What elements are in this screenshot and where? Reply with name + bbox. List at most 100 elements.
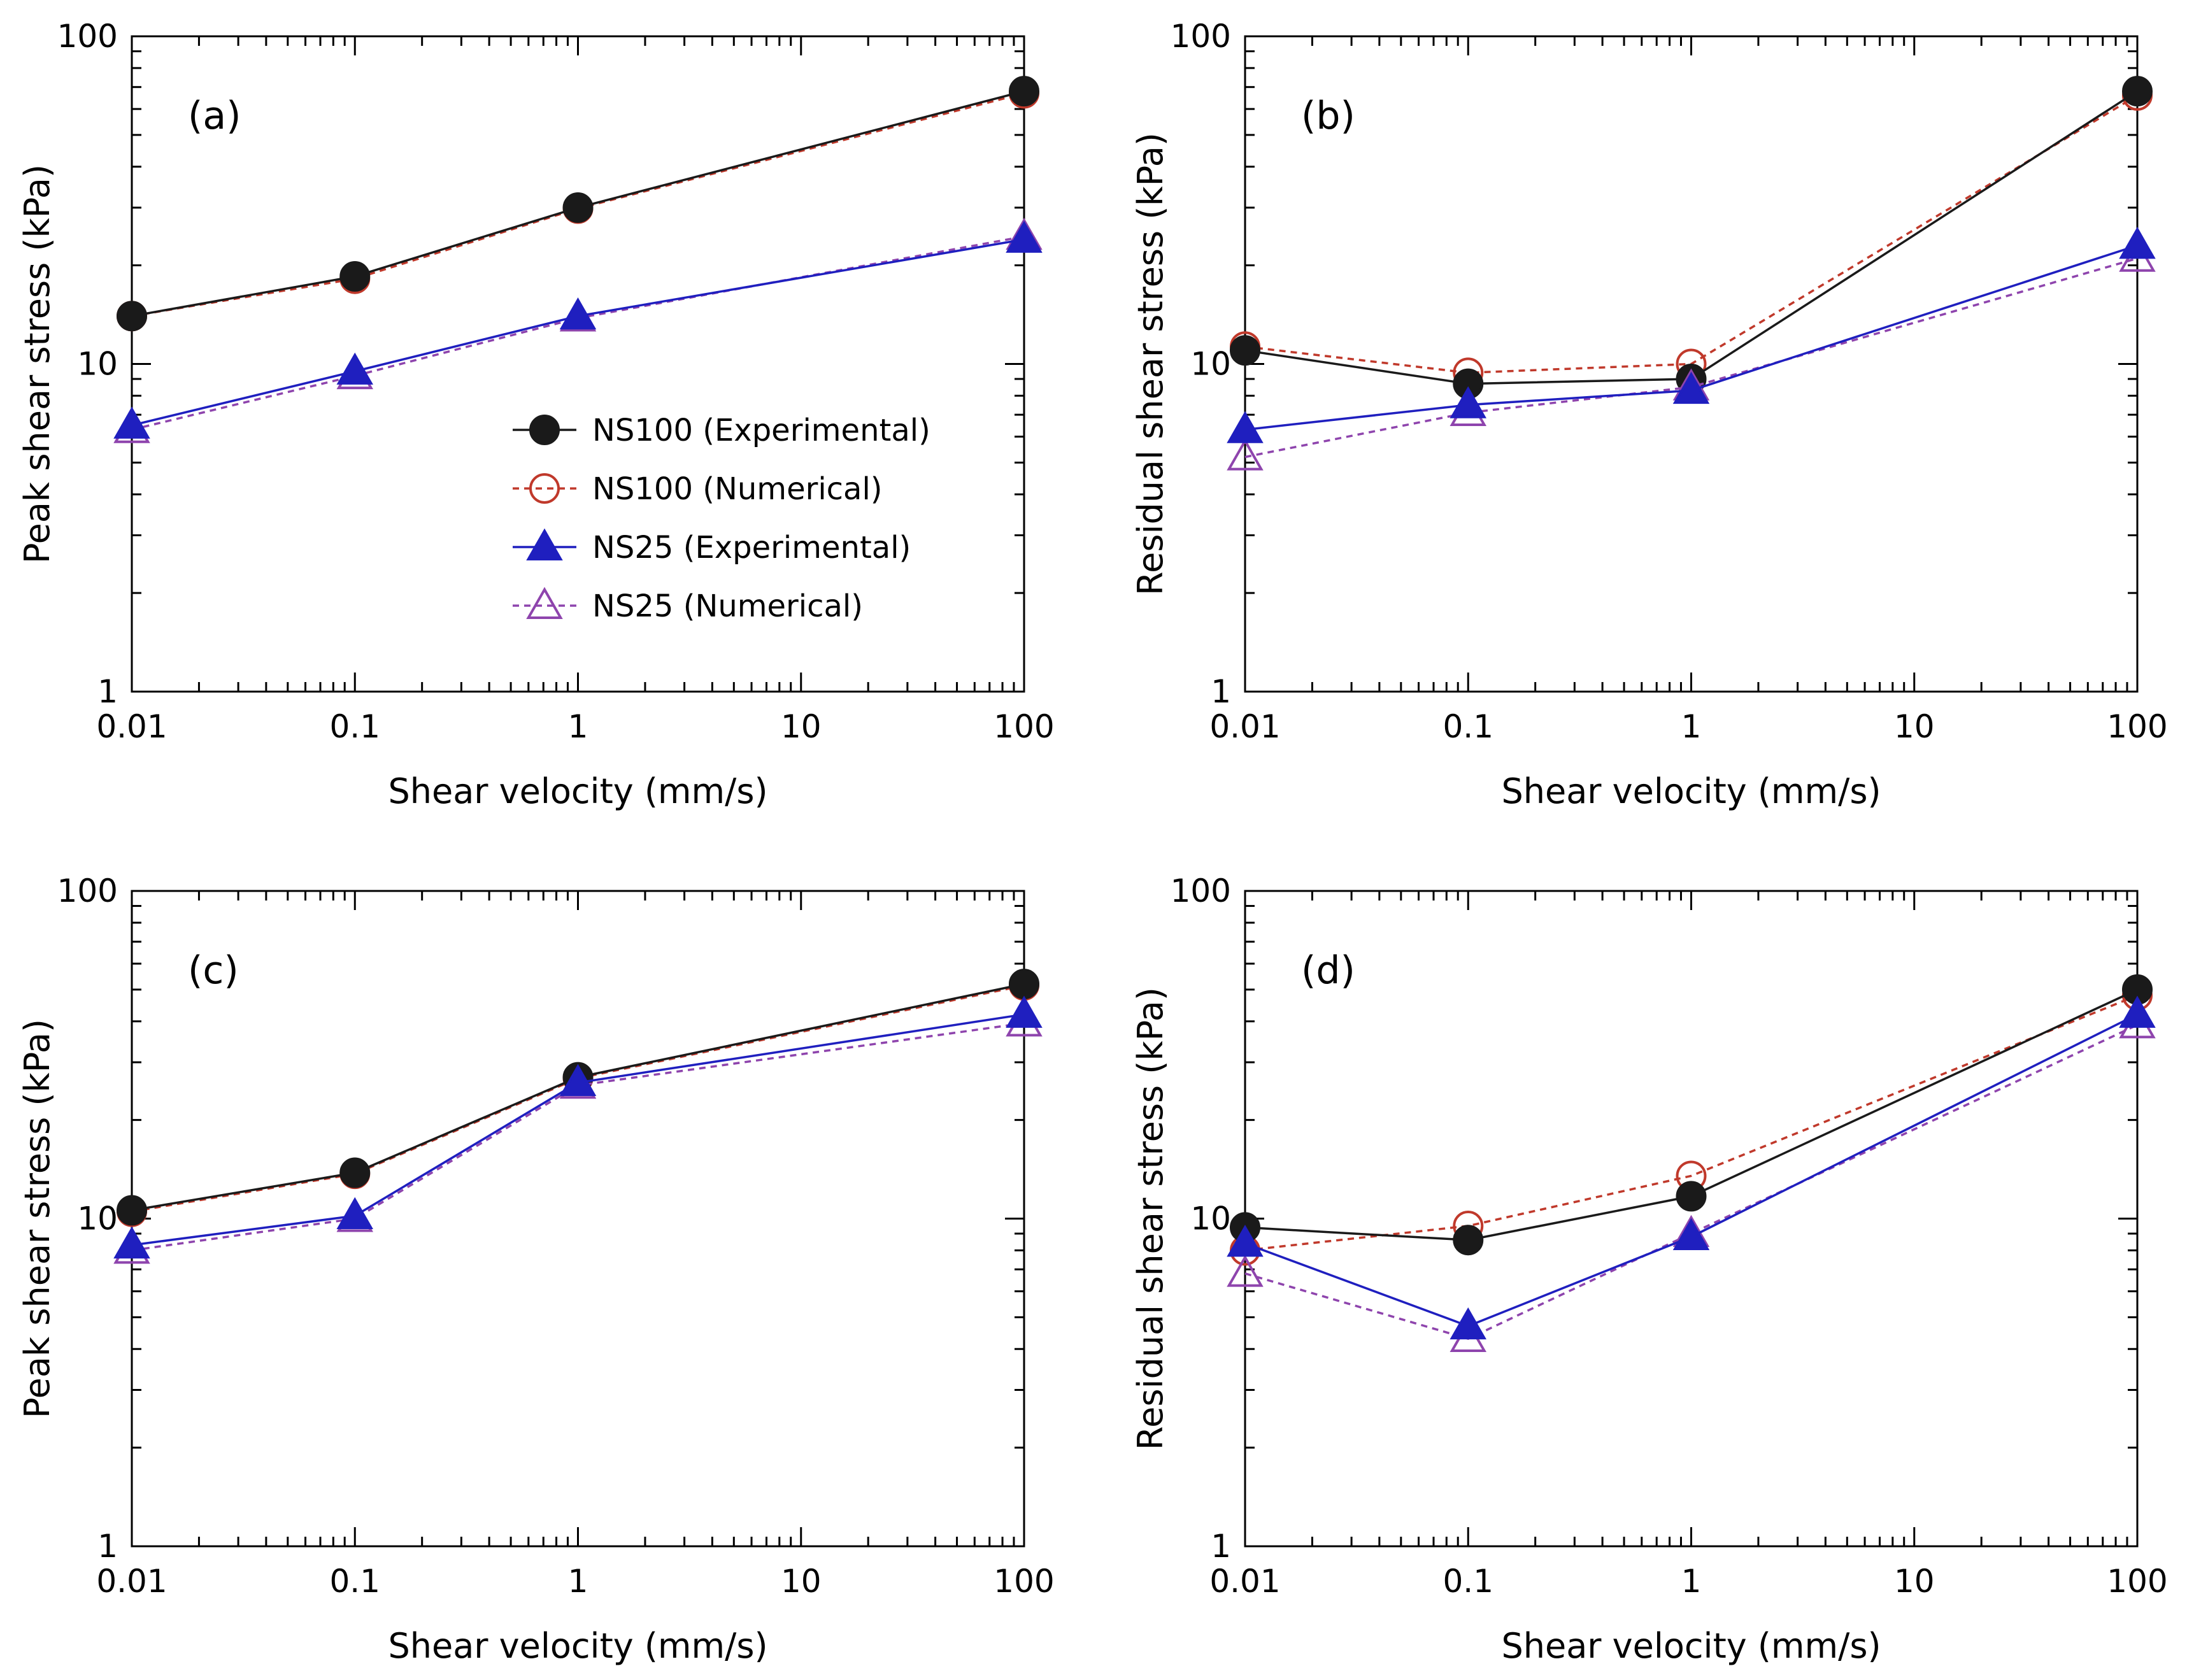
data-point	[113, 406, 150, 439]
data-point	[1006, 220, 1043, 253]
series-ns100-experimental	[117, 76, 1039, 332]
legend-marker	[529, 415, 560, 445]
legend-label: NS100 (Experimental)	[592, 413, 930, 448]
legend: NS100 (Experimental) NS100 (Numerical) NS2…	[513, 413, 930, 624]
series-ns25-experimental	[113, 220, 1043, 439]
data-point	[1450, 386, 1486, 418]
legend-label: NS25 (Experimental)	[592, 530, 911, 566]
panel-b: 0.01 0.1 1 10 100 1 10 100 Shear velocity (mm/s)…	[1130, 18, 2168, 811]
data-point	[1230, 335, 1260, 366]
series-ns25-numerical	[1227, 1006, 2156, 1353]
legend-label: NS25 (Numerical)	[592, 588, 863, 624]
data-point	[562, 192, 594, 224]
data-point	[1672, 1218, 1710, 1251]
series-line	[1244, 90, 2138, 385]
y-axis-title: Residual shear stress (kPa)	[1130, 132, 1171, 595]
legend-marker	[529, 473, 560, 504]
series-ns25-experimental	[1227, 227, 2156, 443]
data-point	[339, 261, 371, 292]
x-tick-label: 10	[1894, 708, 1935, 745]
x-tick-label: 100	[2107, 708, 2167, 745]
x-axis-title: Shear velocity (mm/s)	[388, 771, 767, 811]
series-ns100-experimental	[1230, 974, 2153, 1256]
series-line	[1244, 94, 2138, 374]
x-tick-label: 10	[1894, 1563, 1935, 1600]
legend-marker	[526, 528, 563, 560]
plot-frame	[131, 35, 1025, 693]
data-point	[336, 352, 373, 385]
data-point	[1676, 1181, 1707, 1212]
x-tick-label: 100	[994, 1563, 1054, 1600]
y-tick-label: 1	[1211, 1528, 1231, 1565]
series-ns25-experimental	[1227, 995, 2156, 1340]
series-line	[131, 1022, 1025, 1252]
x-axis-title: Shear velocity (mm/s)	[388, 1626, 767, 1666]
x-axis-title: Shear velocity (mm/s)	[1501, 1626, 1881, 1666]
x-tick-label: 0.01	[96, 708, 167, 745]
x-tick-label: 0.1	[329, 708, 380, 745]
data-point	[1450, 1307, 1486, 1340]
x-tick-label: 100	[994, 708, 1054, 745]
y-tick-label: 1	[97, 673, 118, 710]
data-point	[1009, 969, 1039, 1000]
x-tick-label: 1	[1681, 1563, 1702, 1600]
data-point	[559, 1064, 597, 1096]
x-tick-label: 1	[568, 1563, 588, 1600]
data-point	[117, 301, 147, 332]
data-point	[1227, 1225, 1264, 1257]
series-line	[1244, 988, 2138, 1241]
series-line	[131, 238, 1025, 427]
y-axis-title: Peak shear stress (kPa)	[17, 1019, 57, 1418]
x-tick-label: 10	[781, 1563, 822, 1600]
series-line	[131, 1013, 1025, 1246]
y-tick-label: 100	[57, 872, 118, 909]
series-ns25-numerical	[113, 217, 1043, 443]
panel-label: (a)	[188, 94, 241, 138]
data-point	[1009, 76, 1039, 107]
data-point	[336, 1197, 373, 1230]
series-line	[1244, 1013, 2138, 1328]
data-point	[559, 297, 597, 330]
series-line	[1244, 1023, 2138, 1340]
x-tick-label: 0.1	[1443, 708, 1493, 745]
panel-label: (b)	[1301, 94, 1355, 138]
plot-frame	[131, 890, 1025, 1548]
data-point	[2122, 76, 2153, 107]
x-tick-label: 0.1	[1443, 1563, 1493, 1600]
legend-marker	[526, 587, 563, 619]
y-tick-label: 100	[1171, 18, 1231, 55]
y-tick-label: 10	[1190, 346, 1231, 383]
y-tick-label: 10	[1190, 1200, 1231, 1237]
data-point	[1227, 1255, 1264, 1287]
y-tick-label: 10	[77, 1200, 118, 1237]
x-tick-label: 0.01	[1209, 708, 1280, 745]
x-tick-label: 0.01	[96, 1563, 167, 1600]
x-axis-title: Shear velocity (mm/s)	[1501, 771, 1881, 811]
data-point	[1453, 1225, 1484, 1256]
x-tick-label: 10	[781, 708, 822, 745]
panel-a: 0.01 0.1 1 10 100 1 10 100 Shear velocity (mm/s)…	[17, 18, 1055, 811]
data-point	[1006, 995, 1043, 1028]
x-tick-label: 0.1	[329, 1563, 380, 1600]
y-axis-title: Peak shear stress (kPa)	[17, 164, 57, 564]
series-ns25-numerical	[1227, 239, 2156, 471]
y-tick-label: 100	[1171, 872, 1231, 909]
legend-label: NS100 (Numerical)	[592, 471, 883, 507]
series-line	[131, 983, 1025, 1212]
y-tick-label: 10	[77, 346, 118, 383]
panel-d: 0.01 0.1 1 10 100 1 10 100 Shear velocity (mm/s)…	[1130, 872, 2168, 1666]
y-tick-label: 1	[1211, 673, 1231, 710]
panel-label: (d)	[1301, 948, 1355, 993]
series-line	[131, 90, 1025, 318]
data-point	[2119, 995, 2156, 1028]
ticks	[1244, 35, 2139, 693]
series-ns25-numerical	[113, 1004, 1043, 1264]
x-tick-label: 1	[568, 708, 588, 745]
data-point	[113, 1226, 150, 1259]
series-line	[131, 235, 1025, 431]
series-line	[1244, 244, 2138, 431]
data-point	[1672, 371, 1710, 404]
data-point	[2119, 227, 2156, 259]
